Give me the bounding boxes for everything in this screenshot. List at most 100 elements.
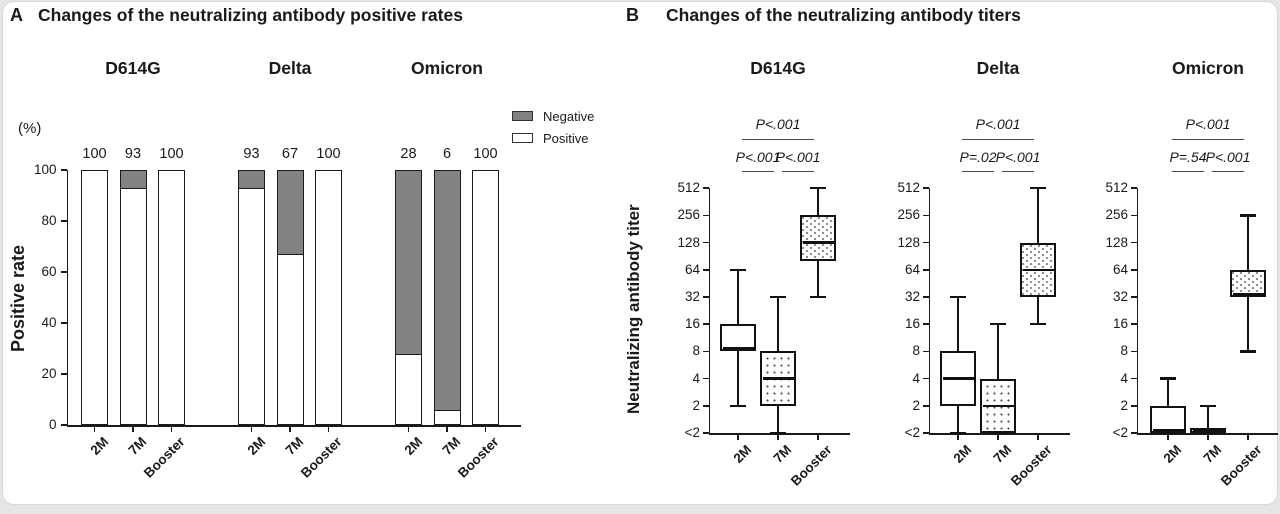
y-tick-label: 512 bbox=[677, 180, 700, 196]
y-tick bbox=[702, 377, 709, 380]
y-tick bbox=[922, 377, 929, 380]
y-tick bbox=[60, 424, 67, 426]
whisker-cap-high bbox=[1030, 186, 1046, 190]
y-tick-label: <2 bbox=[684, 425, 700, 440]
y-tick bbox=[702, 214, 709, 217]
x-tick bbox=[777, 434, 779, 440]
pvalue-bracket bbox=[742, 171, 774, 173]
x-category-label: 7M bbox=[282, 434, 307, 458]
x-tick bbox=[1207, 434, 1209, 440]
y-tick-label: 8 bbox=[692, 343, 700, 359]
y-tick bbox=[1130, 187, 1137, 189]
y-tick-label: 4 bbox=[1120, 370, 1128, 386]
x-category-label: Booster bbox=[298, 434, 346, 481]
y-tick bbox=[1130, 432, 1137, 434]
x-category-label: 7M bbox=[990, 442, 1015, 466]
y-tick bbox=[702, 323, 709, 325]
box-Omicron-Booster bbox=[1230, 269, 1266, 297]
pvalue-label: P<.001 bbox=[995, 149, 1041, 165]
y-tick-label: 80 bbox=[41, 213, 57, 228]
x-category-label: 7M bbox=[125, 434, 150, 458]
x-tick bbox=[327, 426, 330, 432]
y-tick-label: 256 bbox=[897, 207, 920, 223]
median-line bbox=[942, 377, 974, 380]
whisker-cap-low bbox=[950, 431, 966, 435]
median-line bbox=[762, 377, 794, 380]
y-tick-label: 8 bbox=[912, 343, 920, 359]
bar-value-label: 100 bbox=[473, 146, 498, 162]
y-tick bbox=[922, 432, 929, 434]
whisker-cap-low bbox=[1160, 431, 1176, 435]
bar-value-label: 100 bbox=[316, 146, 341, 162]
y-tick-label: 16 bbox=[684, 316, 700, 332]
y-tick bbox=[922, 187, 929, 189]
y-tick-label: 100 bbox=[33, 162, 57, 177]
pvalue-label: P<.001 bbox=[975, 116, 1021, 132]
y-tick-label: 20 bbox=[41, 366, 57, 381]
x-tick bbox=[484, 426, 487, 432]
median-line bbox=[1022, 268, 1054, 272]
y-tick bbox=[1130, 405, 1137, 407]
figure-card bbox=[2, 1, 1278, 505]
y-tick-label: 2 bbox=[1120, 397, 1128, 413]
pvalue-label: P=.02 bbox=[959, 149, 997, 165]
median-line bbox=[722, 347, 754, 350]
x-tick bbox=[1167, 434, 1169, 440]
x-category-label: 7M bbox=[1200, 442, 1225, 466]
bar-Omicron-2M bbox=[395, 170, 422, 425]
y-tick-label: 256 bbox=[1105, 207, 1128, 223]
bar-Delta-Booster bbox=[315, 170, 342, 425]
x-tick bbox=[957, 434, 959, 440]
median-line bbox=[982, 404, 1014, 408]
y-tick-label: 40 bbox=[41, 315, 57, 330]
variant-header: Delta bbox=[268, 58, 312, 78]
variant-header: D614G bbox=[750, 58, 806, 78]
y-tick-label: 4 bbox=[692, 370, 700, 386]
pvalue-label: P<.001 bbox=[735, 149, 781, 165]
y-tick-label: 16 bbox=[1112, 316, 1128, 332]
whisker-cap-low bbox=[810, 295, 826, 299]
bar-value-label: 67 bbox=[281, 146, 299, 162]
pvalue-bracket bbox=[1172, 139, 1244, 141]
y-tick-label: 128 bbox=[1105, 234, 1128, 250]
y-tick-label: 256 bbox=[677, 207, 700, 223]
y-tick-label: 32 bbox=[684, 289, 700, 304]
x-category-label: 2M bbox=[244, 434, 269, 458]
y-tick bbox=[1130, 323, 1137, 325]
whisker-cap-high bbox=[1200, 404, 1216, 408]
y-tick bbox=[702, 241, 709, 244]
y-tick-label: 16 bbox=[904, 316, 920, 332]
variant-header: Delta bbox=[976, 58, 1020, 78]
y-tick bbox=[702, 269, 709, 271]
variant-header: Omicron bbox=[411, 58, 483, 78]
x-tick bbox=[817, 434, 819, 440]
x-tick bbox=[289, 426, 291, 432]
y-tick bbox=[922, 241, 929, 244]
variant-header: D614G bbox=[105, 58, 161, 78]
bar-Omicron-7M bbox=[433, 170, 461, 425]
y-tick bbox=[1130, 241, 1137, 244]
y-tick bbox=[1130, 214, 1137, 217]
x-category-label: Booster bbox=[787, 442, 835, 489]
y-tick bbox=[1130, 296, 1137, 298]
x-tick bbox=[407, 426, 410, 432]
x-tick bbox=[132, 426, 134, 432]
x-tick bbox=[997, 434, 999, 440]
x-tick bbox=[93, 426, 96, 432]
bar-D614G-2M bbox=[81, 170, 108, 425]
whisker-cap-low bbox=[1030, 322, 1046, 326]
y-tick bbox=[702, 350, 709, 353]
x-category-label: Booster bbox=[1007, 442, 1055, 489]
bar-D614G-7M bbox=[119, 170, 147, 425]
legend-swatch-positive bbox=[512, 133, 533, 143]
y-tick bbox=[1130, 269, 1137, 271]
x-tick bbox=[1037, 434, 1039, 440]
pvalue-label: P<.001 bbox=[755, 116, 801, 132]
bar-value-label: 100 bbox=[82, 146, 107, 162]
y-tick-label: 64 bbox=[684, 261, 700, 277]
y-tick bbox=[922, 323, 929, 325]
x-category-label: Booster bbox=[1217, 442, 1265, 489]
x-tick bbox=[1247, 434, 1249, 440]
median-line bbox=[1232, 293, 1264, 296]
